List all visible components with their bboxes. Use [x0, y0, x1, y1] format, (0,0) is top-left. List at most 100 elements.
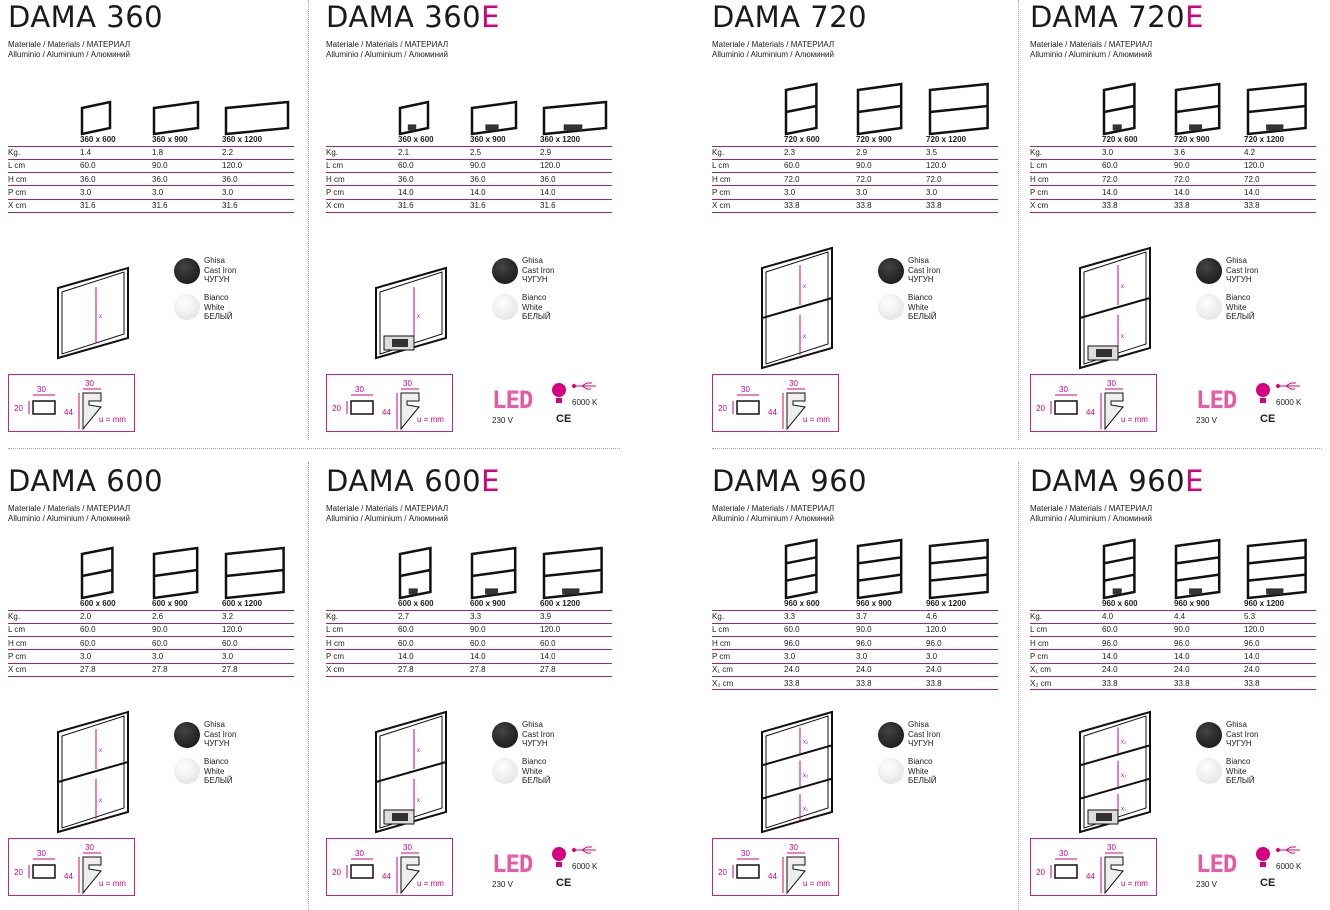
frame-thumbnail — [470, 546, 517, 600]
spec-cell: 72.0 — [1174, 172, 1244, 187]
spec-cell: 90.0 — [470, 159, 540, 174]
material-label: Materiale / Materials / МАТЕРИАЛ — [1030, 504, 1153, 513]
unit-label: u = mm — [803, 879, 830, 888]
unit-label: u = mm — [99, 879, 126, 888]
material-info: Materiale / Materials / МАТЕРИАЛ Allumini… — [1030, 40, 1152, 59]
product-panel: DAMA 960E Materiale / Materials / МАТЕРИ… — [1030, 464, 1322, 904]
finish-swatch-white[interactable] — [878, 294, 904, 320]
spec-cell: 60.0 — [80, 623, 152, 638]
size-header: 960 x 600 — [784, 598, 856, 611]
material-value: Alluminio / Aluminium / Алюминий — [1030, 513, 1152, 523]
spec-cell: 33.8 — [926, 676, 998, 691]
size-thumbnails — [398, 528, 618, 600]
frame-drawing: xx — [761, 246, 833, 370]
spec-cell: 24.0 — [1174, 663, 1244, 677]
size-header: 720 x 900 — [856, 134, 926, 147]
spec-cell: 33.8 — [926, 199, 998, 213]
spec-row: Kg. 2.7 3.3 3.9 — [326, 610, 612, 624]
finish-swatch-white[interactable] — [1196, 294, 1222, 320]
finish-swatch-cast-iron[interactable] — [174, 722, 200, 748]
finish-swatch-white[interactable] — [492, 294, 518, 320]
svg-text:x: x — [417, 748, 420, 754]
spec-cell: 96.0 — [926, 636, 998, 651]
frame-thumbnail — [542, 546, 603, 600]
finish-label-cast-iron: Ghisa Cast Iron ЧУГУН — [522, 256, 555, 284]
spec-cell: 33.8 — [856, 676, 926, 691]
profile-height-1: 20 — [14, 404, 23, 413]
spec-cell: X cm — [326, 199, 398, 213]
color-temperature: 6000 K — [1276, 862, 1302, 871]
size-header: 360 x 900 — [152, 134, 222, 147]
spec-cell: 3.6 — [1174, 146, 1244, 160]
spec-cell: 72.0 — [926, 172, 998, 187]
spec-cell: 33.8 — [784, 199, 856, 213]
spec-cell: 14.0 — [398, 649, 470, 664]
spec-cell: 60.0 — [152, 636, 222, 651]
finish-label-white: Bianco White БЕЛЫЙ — [204, 293, 233, 321]
finish-label-white: Bianco White БЕЛЫЙ — [908, 293, 937, 321]
spec-cell: X cm — [1030, 199, 1102, 213]
profile-height-2: 44 — [382, 408, 391, 417]
spec-table: 960 x 600 960 x 900 960 x 1200 Kg. 4.0 4.4 5.3… — [1030, 598, 1316, 691]
size-thumbnails — [80, 528, 300, 600]
spec-cell: 72.0 — [784, 172, 856, 187]
spec-cell: 72.0 — [1244, 172, 1316, 187]
size-header: 360 x 1200 — [540, 134, 612, 147]
finish-swatch-white[interactable] — [174, 758, 200, 784]
size-header: 720 x 600 — [1102, 134, 1174, 147]
spec-row: H cm 72.0 72.0 72.0 — [1030, 172, 1316, 187]
size-header: 720 x 900 — [1174, 134, 1244, 147]
product-suffix: E — [1185, 0, 1204, 34]
color-temperature: 6000 K — [1276, 398, 1302, 407]
finish-swatch-white[interactable] — [878, 758, 904, 784]
finish-swatch-white[interactable] — [492, 758, 518, 784]
spec-cell: 120.0 — [926, 159, 998, 174]
svg-text:x: x — [803, 284, 806, 290]
profile-height-1: 20 — [718, 404, 727, 413]
bulb-usb-icon — [1256, 382, 1306, 417]
frame-drawing: x₂ x₂ x₁ — [761, 710, 833, 834]
spec-cell: 90.0 — [1174, 623, 1244, 638]
finish-swatch-cast-iron[interactable] — [1196, 258, 1222, 284]
finish-swatch-white[interactable] — [174, 294, 200, 320]
frame-thumbnail — [1102, 538, 1136, 600]
profile-width-2: 30 — [85, 379, 94, 388]
product-drawing: x — [44, 258, 164, 369]
spec-row: L cm 60.0 90.0 120.0 — [1030, 159, 1316, 174]
spec-cell: 3.3 — [784, 610, 856, 624]
finish-swatch-cast-iron[interactable] — [878, 258, 904, 284]
size-header: 960 x 1200 — [1244, 598, 1316, 611]
profile-height-1: 20 — [332, 404, 341, 413]
finish-swatch-cast-iron[interactable] — [1196, 722, 1222, 748]
material-value: Alluminio / Aluminium / Алюминий — [326, 49, 448, 59]
spec-row: X₁ cm 24.0 24.0 24.0 — [712, 663, 998, 677]
finish-swatch-cast-iron[interactable] — [492, 258, 518, 284]
finish-label-white: Bianco White БЕЛЫЙ — [908, 757, 937, 785]
spec-cell: Kg. — [712, 610, 784, 624]
spec-row: X cm 31.6 31.6 31.6 — [326, 199, 612, 213]
spec-cell: 2.1 — [398, 146, 470, 160]
spec-cell: 3.0 — [222, 649, 294, 664]
spec-cell: L cm — [712, 159, 784, 174]
size-header: 600 x 600 — [398, 598, 470, 611]
finish-label-cast-iron: Ghisa Cast Iron ЧУГУН — [522, 720, 555, 748]
profile-width-2: 30 — [403, 843, 412, 852]
profile-dimensions-box: 30 20 30 44 u = mm — [326, 838, 453, 896]
material-label: Materiale / Materials / МАТЕРИАЛ — [712, 504, 835, 513]
product-panel: DAMA 600E Materiale / Materials / МАТЕРИ… — [326, 464, 618, 904]
spec-table: 600 x 600 600 x 900 600 x 1200 Kg. 2.7 3.3 3.9… — [326, 598, 612, 677]
spec-cell: 120.0 — [540, 159, 612, 174]
spec-cell: P cm — [326, 649, 398, 664]
size-header: 960 x 1200 — [926, 598, 998, 611]
finish-swatch-cast-iron[interactable] — [878, 722, 904, 748]
finish-swatch-white[interactable] — [1196, 758, 1222, 784]
finish-swatch-cast-iron[interactable] — [174, 258, 200, 284]
spec-row: X cm 31.6 31.6 31.6 — [8, 199, 294, 213]
spec-cell: 27.8 — [540, 663, 612, 677]
finish-swatch-cast-iron[interactable] — [492, 722, 518, 748]
material-info: Materiale / Materials / МАТЕРИАЛ Allumini… — [1030, 504, 1152, 523]
finish-label-cast-iron: Ghisa Cast Iron ЧУГУН — [1226, 256, 1259, 284]
spec-cell: H cm — [8, 636, 80, 651]
frame-thumbnail — [224, 100, 290, 136]
